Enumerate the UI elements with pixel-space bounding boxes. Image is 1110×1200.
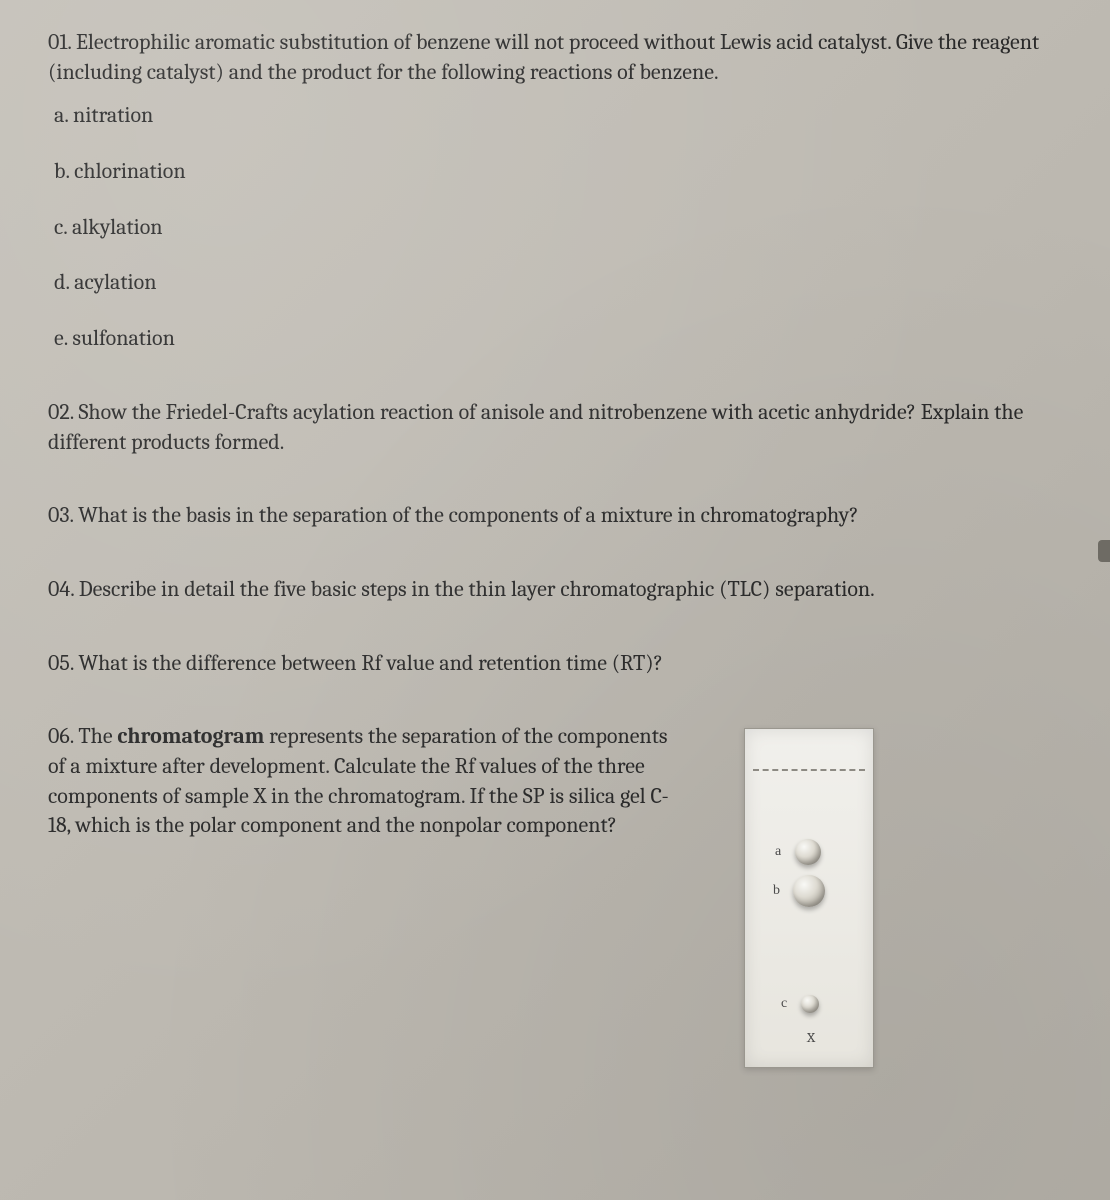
question-4: 04. Describe in detail the five basic st… — [48, 575, 1070, 605]
tlc-spot-c — [801, 995, 819, 1013]
q6-prompt: 06. The chromatogram represents the sepa… — [48, 722, 688, 841]
tlc-origin-label: X — [807, 1029, 815, 1046]
q1-sub-b: b. chlorination — [54, 157, 1070, 187]
question-1: 01. Electrophilic aromatic substitution … — [48, 28, 1070, 354]
q1-sub-e: e. sulfonation — [54, 324, 1070, 354]
question-5: 05. What is the difference between Rf va… — [48, 649, 1070, 679]
worksheet-page: 01. Electrophilic aromatic substitution … — [0, 0, 1110, 1200]
q1-sub-c: c. alkylation — [54, 213, 1070, 243]
q1-prompt: 01. Electrophilic aromatic substitution … — [48, 28, 1070, 87]
q6-pre: 06. The — [48, 723, 117, 749]
question-2: 02. Show the Friedel-Crafts acylation re… — [48, 398, 1070, 457]
q1-sub-a: a. nitration — [54, 101, 1070, 131]
q1-sub-d: d. acylation — [54, 268, 1070, 298]
tlc-label-a: a — [775, 844, 781, 860]
tlc-spot-b — [793, 875, 825, 907]
question-3: 03. What is the basis in the separation … — [48, 501, 1070, 531]
tlc-label-c: c — [781, 996, 787, 1012]
question-6: 06. The chromatogram represents the sepa… — [48, 722, 1070, 1068]
solvent-front — [753, 769, 865, 771]
tlc-plate: a b c X — [744, 728, 874, 1068]
page-bookmark-icon — [1098, 540, 1110, 562]
q6-bold: chromatogram — [117, 723, 264, 749]
tlc-label-b: b — [773, 883, 780, 899]
tlc-spot-a — [795, 839, 821, 865]
